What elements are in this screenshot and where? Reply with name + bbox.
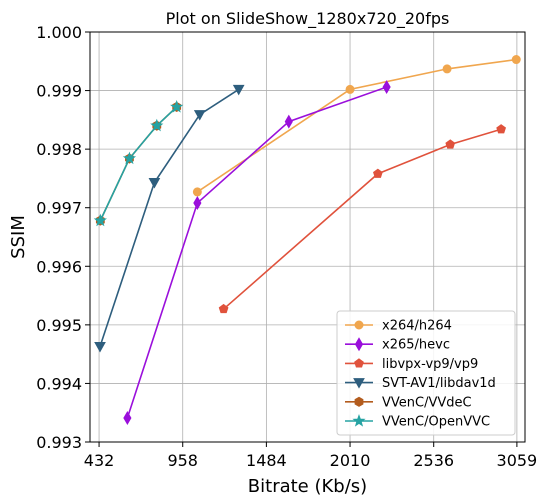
- data-point: [170, 100, 184, 113]
- x-tick-label: 432: [84, 451, 115, 470]
- data-point: [354, 358, 364, 368]
- series-layer: [93, 55, 521, 425]
- data-point: [352, 414, 366, 427]
- data-point: [193, 110, 206, 121]
- x-tick-label: 1484: [246, 451, 287, 470]
- y-tick-label: 0.995: [36, 316, 82, 335]
- series-libvpx-vp9-vp9: [218, 124, 507, 314]
- data-point: [123, 410, 132, 425]
- legend-label: VVenC/OpenVVC: [382, 415, 490, 430]
- series-x265-hevc: [123, 80, 391, 425]
- legend-label: SVT-AV1/libdav1d: [382, 376, 496, 391]
- series-line: [126, 86, 387, 419]
- data-point: [93, 213, 107, 227]
- data-point: [373, 168, 383, 178]
- legend: x264/h264 x265/hevc libvpx-vp9/vp9 SVT-AV1/…: [336, 310, 516, 436]
- data-point: [445, 139, 456, 149]
- data-point: [354, 396, 364, 407]
- series-line: [99, 106, 178, 221]
- data-point: [284, 114, 293, 129]
- data-point: [353, 378, 365, 389]
- series-line: [99, 88, 240, 347]
- y-axis-title: SSIM: [8, 215, 29, 259]
- chart-title: Plot on SlideShow_1280x720_20fps: [166, 9, 450, 29]
- data-point: [345, 84, 355, 94]
- legend-entry: libvpx-vp9/vp9: [345, 357, 478, 372]
- legend-entry: VVenC/OpenVVC: [345, 414, 490, 430]
- legend-label: x264/h264: [382, 319, 452, 334]
- series-x264-h264: [192, 55, 521, 197]
- data-point: [148, 178, 161, 189]
- x-tick-label: 958: [167, 451, 198, 470]
- x-tick-label: 2536: [413, 451, 454, 470]
- data-point: [382, 80, 391, 95]
- y-tick-label: 0.997: [36, 199, 82, 218]
- x-tick-label: 2010: [330, 451, 371, 470]
- data-point: [511, 55, 521, 65]
- data-point: [232, 84, 245, 96]
- data-point: [354, 337, 364, 352]
- x-tick-label: 3059: [497, 451, 538, 470]
- data-point: [150, 118, 164, 132]
- y-tick-label: 1.000: [36, 23, 82, 42]
- legend-label: libvpx-vp9/vp9: [382, 357, 478, 372]
- legend-box: [336, 310, 516, 436]
- legend-entry: x264/h264: [345, 319, 452, 334]
- data-point: [122, 151, 137, 165]
- y-tick-label: 0.998: [36, 140, 82, 159]
- data-point: [218, 303, 229, 314]
- legend-label: VVenC/VVdeC: [382, 395, 472, 410]
- series-vvenc-vvdec: [95, 101, 182, 226]
- data-point: [442, 64, 452, 74]
- legend-entry: SVT-AV1/libdav1d: [345, 376, 496, 391]
- legend-entry: VVenC/VVdeC: [345, 395, 472, 410]
- series-svt-av1-libdav1d: [94, 84, 245, 353]
- y-tick-label: 0.993: [36, 433, 82, 452]
- data-point: [94, 342, 106, 353]
- series-line: [223, 128, 502, 310]
- x-axis-title: Bitrate (Kb/s): [248, 476, 367, 497]
- data-point: [192, 187, 202, 197]
- data-point: [193, 196, 202, 211]
- series-line: [196, 58, 517, 193]
- ticks: 432 958 1484 2010 2536 3059 0.993 0.994 0.995 0.9…: [36, 23, 537, 470]
- data-point: [354, 320, 364, 330]
- y-tick-label: 0.994: [36, 374, 82, 393]
- legend-entry: x265/hevc: [345, 337, 450, 353]
- y-tick-label: 0.996: [36, 257, 82, 276]
- y-tick-label: 0.999: [36, 82, 82, 101]
- data-point: [496, 124, 507, 134]
- series-line: [99, 106, 178, 221]
- series-vvenc-openvvc: [93, 100, 184, 227]
- plot-frame: [89, 31, 526, 443]
- legend-label: x265/hevc: [382, 338, 450, 353]
